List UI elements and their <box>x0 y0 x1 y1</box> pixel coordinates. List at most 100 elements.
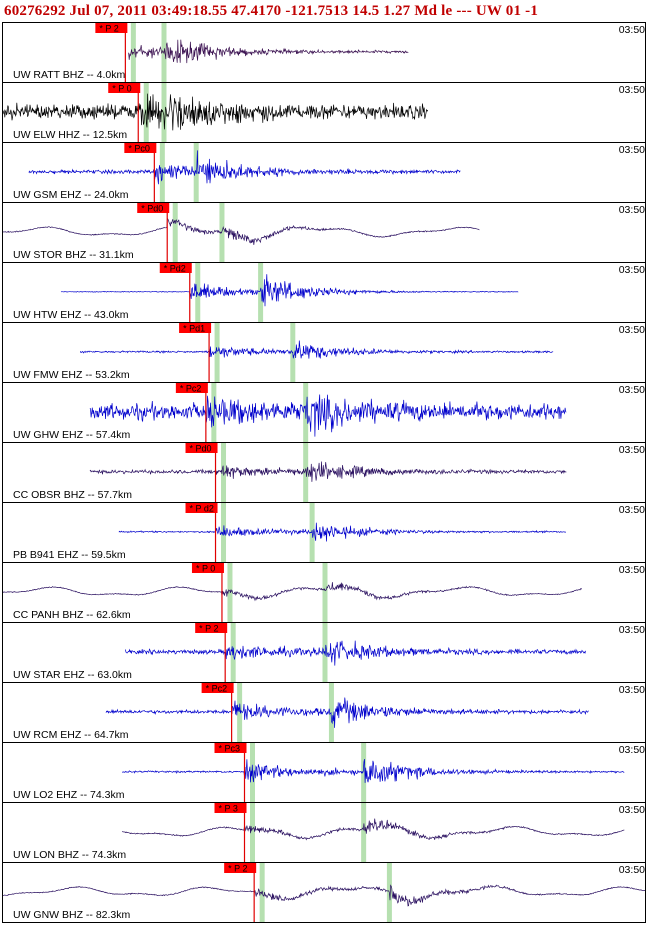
pick-flag <box>195 623 228 633</box>
pick-flag <box>201 683 234 693</box>
trace-panel: * Pd0 CC OBSR BHZ -- 57.7km 03:50 <box>2 442 646 503</box>
pick-flag <box>214 803 247 813</box>
station-label: UW STOR BHZ -- 31.1km <box>13 249 134 261</box>
station-label: UW STAR EHZ -- 63.0km <box>13 669 132 681</box>
station-label: UW HTW EHZ -- 43.0km <box>13 309 129 321</box>
waveform-line <box>3 93 429 131</box>
event-header: 60276292 Jul 07, 2011 03:49:18.55 47.417… <box>0 0 649 22</box>
trace-plot: * Pd1 <box>79 323 554 382</box>
pick-flag <box>159 263 192 273</box>
trace-plot: * P 0 <box>3 563 582 622</box>
time-tick-label: 03:50 <box>616 744 645 756</box>
station-label: UW GNW BHZ -- 82.3km <box>13 909 131 921</box>
pick-label: * Pd2 <box>164 264 186 274</box>
station-label: UW RCM EHZ -- 64.7km <box>13 729 129 741</box>
waveform-line <box>60 274 519 307</box>
trace-plot: * P d2 <box>118 503 567 562</box>
s-phase-marker <box>258 263 264 322</box>
pick-label: * P 3 <box>219 804 238 814</box>
trace-panel: * Pc2 UW GHW EHZ -- 57.4km 03:50 <box>2 382 646 443</box>
station-label: UW FMW EHZ -- 53.2km <box>13 369 130 381</box>
time-tick-label: 03:50 <box>616 444 645 456</box>
station-label: CC PANH BHZ -- 62.6km <box>13 609 131 621</box>
time-tick-label: 03:50 <box>616 684 645 696</box>
pick-flag <box>108 83 141 93</box>
time-tick-label: 03:50 <box>616 24 645 36</box>
time-tick-label: 03:50 <box>616 624 645 636</box>
pick-label: * P 0 <box>112 84 131 94</box>
s-phase-marker <box>361 743 367 802</box>
trace-plot: * Pc0 <box>28 143 461 202</box>
time-tick-label: 03:50 <box>616 324 645 336</box>
pick-label: * Pd1 <box>183 324 205 334</box>
trace-panel: * P 2 UW GNW BHZ -- 82.3km 03:50 <box>2 862 646 923</box>
pick-flag <box>191 563 224 573</box>
trace-panel: * P 2 UW STAR EHZ -- 63.0km 03:50 <box>2 622 646 683</box>
pick-flag <box>137 203 170 213</box>
pick-label: * P 2 <box>99 24 118 34</box>
trace-panel: * Pc0 UW GSM EHZ -- 24.0km 03:50 <box>2 142 646 203</box>
seismogram-traces: * P 2 UW RATT BHZ -- 4.0km 03:50 * P 0 UW EL… <box>0 22 649 926</box>
station-label: UW RATT BHZ -- 4.0km <box>13 69 126 81</box>
station-label: UW LO2 EHZ -- 74.3km <box>13 789 125 801</box>
trace-panel: * Pd2 UW HTW EHZ -- 43.0km 03:50 <box>2 262 646 323</box>
pick-flag <box>124 143 157 153</box>
waveform-line <box>105 697 589 728</box>
waveform-line <box>3 582 582 602</box>
station-label: PB B941 EHZ -- 59.5km <box>13 549 126 561</box>
trace-plot: * P 0 <box>3 83 429 142</box>
event-summary-text: 60276292 Jul 07, 2011 03:49:18.55 47.417… <box>4 3 539 19</box>
s-phase-marker <box>161 83 167 142</box>
time-tick-label: 03:50 <box>616 204 645 216</box>
time-tick-label: 03:50 <box>616 564 645 576</box>
waveform-line <box>121 759 625 783</box>
trace-plot: * P 2 <box>95 23 409 82</box>
time-tick-label: 03:50 <box>616 264 645 276</box>
waveform-line <box>28 150 461 185</box>
trace-plot: * Pc3 <box>121 743 625 802</box>
p-phase-marker <box>172 203 178 262</box>
pick-label: * P d2 <box>190 504 214 514</box>
pick-label: * Pd0 <box>141 204 163 214</box>
time-tick-label: 03:50 <box>616 384 645 396</box>
pick-label: * P 0 <box>196 564 215 574</box>
station-label: UW GSM EHZ -- 24.0km <box>13 189 129 201</box>
s-phase-marker <box>219 203 225 262</box>
station-label: UW LON BHZ -- 74.3km <box>13 849 127 861</box>
pick-flag <box>185 443 218 453</box>
pick-label: * Pc2 <box>180 384 202 394</box>
pick-flag <box>185 503 218 513</box>
pick-label: * Pc3 <box>219 744 241 754</box>
trace-panel: * P 0 UW ELW HHZ -- 12.5km 03:50 <box>2 82 646 143</box>
time-tick-label: 03:50 <box>616 804 645 816</box>
trace-plot: * Pc2 <box>105 683 589 742</box>
station-label: CC OBSR BHZ -- 57.7km <box>13 489 133 501</box>
pick-flag <box>179 323 212 333</box>
pick-flag <box>214 743 247 753</box>
waveform-line <box>89 461 567 482</box>
trace-panel: * Pc3 UW LO2 EHZ -- 74.3km 03:50 <box>2 742 646 803</box>
s-phase-marker <box>361 803 367 862</box>
waveform-line <box>128 39 409 64</box>
trace-plot: * P 2 <box>3 863 645 922</box>
trace-panel: * P 2 UW RATT BHZ -- 4.0km 03:50 <box>2 22 646 83</box>
station-label: UW GHW EHZ -- 57.4km <box>13 429 131 441</box>
p-phase-marker <box>250 803 255 862</box>
waveform-line <box>121 818 625 841</box>
time-tick-label: 03:50 <box>616 144 645 156</box>
pick-flag <box>175 383 208 393</box>
station-label: UW ELW HHZ -- 12.5km <box>13 129 128 141</box>
trace-panel: * Pc2 UW RCM EHZ -- 64.7km 03:50 <box>2 682 646 743</box>
waveform-line <box>118 522 567 542</box>
pick-flag <box>95 23 128 33</box>
trace-panel: * P d2 PB B941 EHZ -- 59.5km 03:50 <box>2 502 646 563</box>
trace-plot: * P 3 <box>121 803 625 862</box>
time-tick-label: 03:50 <box>616 864 645 876</box>
pick-label: * Pc2 <box>206 684 228 694</box>
pick-flag <box>224 863 257 873</box>
pick-label: * Pd0 <box>190 444 212 454</box>
p-phase-marker <box>214 323 220 382</box>
s-phase-marker <box>303 443 309 502</box>
time-tick-label: 03:50 <box>616 84 645 96</box>
waveform-line <box>89 394 567 437</box>
